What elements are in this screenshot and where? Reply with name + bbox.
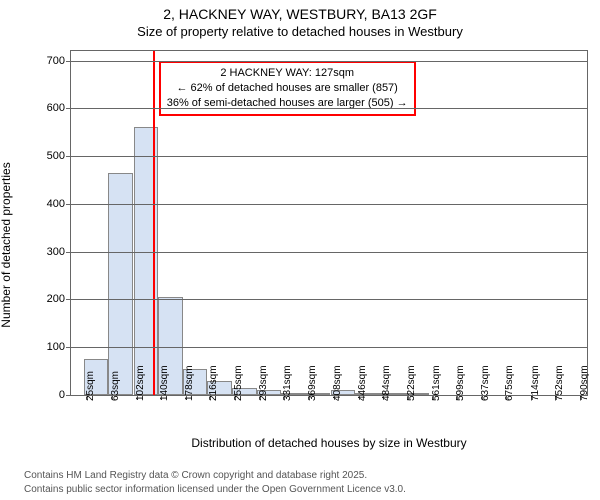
chart: Number of detached properties 2 HACKNEY … [0, 44, 600, 446]
plot-area: 2 HACKNEY WAY: 127sqm← 62% of detached h… [70, 50, 588, 396]
gridline-h [71, 156, 587, 157]
ytick-mark [66, 299, 71, 300]
xtick-label: 752sqm [554, 365, 565, 401]
xtick-label: 408sqm [332, 365, 343, 401]
xtick-label: 216sqm [208, 365, 219, 401]
xtick-label: 522sqm [406, 365, 417, 401]
gridline-h [71, 204, 587, 205]
xtick-label: 714sqm [530, 365, 541, 401]
xtick-label: 637sqm [480, 365, 491, 401]
xtick-label: 63sqm [110, 371, 121, 401]
xtick-label: 293sqm [258, 365, 269, 401]
ytick-label: 200 [47, 293, 65, 305]
gridline-h [71, 108, 587, 109]
gridline-h [71, 252, 587, 253]
xtick-label: 599sqm [455, 365, 466, 401]
ytick-label: 300 [47, 246, 65, 258]
xtick-label: 675sqm [504, 365, 515, 401]
x-axis-label: Distribution of detached houses by size … [70, 436, 588, 450]
xtick-label: 25sqm [85, 371, 96, 401]
xtick-label: 102sqm [135, 365, 146, 401]
xtick-label: 369sqm [307, 365, 318, 401]
xtick-label: 140sqm [159, 365, 170, 401]
xtick-label: 178sqm [184, 365, 195, 401]
gridline-h [71, 61, 587, 62]
footer-line-1: Contains HM Land Registry data © Crown c… [24, 469, 406, 483]
y-axis-label: Number of detached properties [0, 162, 13, 327]
xtick-label: 255sqm [233, 365, 244, 401]
ytick-mark [66, 252, 71, 253]
ytick-mark [66, 61, 71, 62]
annotation-line: ← 62% of detached houses are smaller (85… [167, 81, 408, 96]
ytick-mark [66, 347, 71, 348]
annotation-line: 2 HACKNEY WAY: 127sqm [167, 66, 408, 81]
ytick-label: 100 [47, 341, 65, 353]
xtick-label: 561sqm [431, 365, 442, 401]
xtick-label: 790sqm [579, 365, 590, 401]
ytick-mark [66, 395, 71, 396]
xtick-label: 331sqm [282, 365, 293, 401]
xtick-label: 446sqm [357, 365, 368, 401]
ytick-mark [66, 108, 71, 109]
ytick-mark [66, 204, 71, 205]
footer-line-2: Contains public sector information licen… [24, 483, 406, 497]
title-main: 2, HACKNEY WAY, WESTBURY, BA13 2GF [0, 6, 600, 24]
ytick-label: 0 [59, 389, 65, 401]
ytick-label: 600 [47, 102, 65, 114]
ytick-label: 700 [47, 55, 65, 67]
xtick-label: 484sqm [381, 365, 392, 401]
gridline-h [71, 347, 587, 348]
ytick-label: 400 [47, 198, 65, 210]
title-sub: Size of property relative to detached ho… [0, 24, 600, 40]
marker-line [153, 51, 155, 395]
ytick-label: 500 [47, 150, 65, 162]
title-block: 2, HACKNEY WAY, WESTBURY, BA13 2GF Size … [0, 0, 600, 40]
footer: Contains HM Land Registry data © Crown c… [24, 469, 406, 496]
histogram-bar [108, 173, 133, 395]
gridline-h [71, 299, 587, 300]
ytick-mark [66, 156, 71, 157]
